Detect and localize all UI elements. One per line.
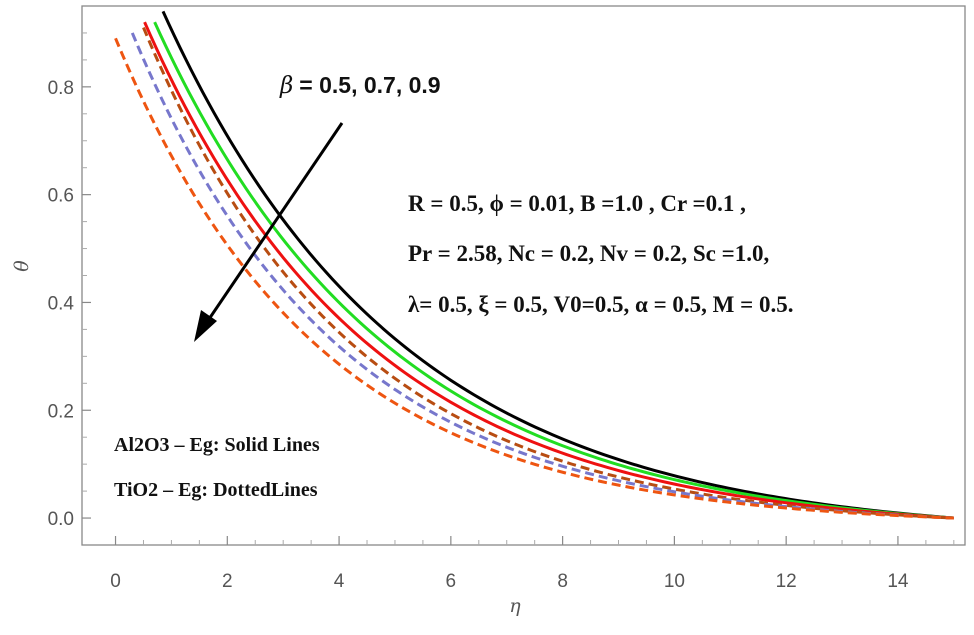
x-tick-label: 10 <box>664 571 685 592</box>
params-line-1: R = 0.5, ϕ = 0.01, B =1.0 , Cr =0.1 , <box>408 191 746 216</box>
y-axis-label: θ <box>11 260 33 272</box>
y-tick-label: 0.8 <box>48 78 74 99</box>
y-tick-label: 0.6 <box>48 186 74 207</box>
plot-frame <box>81 5 966 546</box>
y-tick-label: 0.4 <box>48 293 75 314</box>
series-line-6 <box>114 37 954 520</box>
x-tick-label: 0 <box>110 571 121 592</box>
x-tick-label: 6 <box>446 571 457 592</box>
trend-arrow-shaft <box>203 122 344 326</box>
beta-values: = 0.5, 0.7, 0.9 <box>299 72 440 98</box>
series-line-3 <box>143 21 954 520</box>
y-axis-ticks: 0.0 0.2 0.4 0.6 0.8 <box>48 32 91 530</box>
x-tick-label: 8 <box>557 571 568 592</box>
x-tick-label: 4 <box>334 571 345 592</box>
y-tick-label: 0.0 <box>48 509 74 530</box>
series-lines <box>114 10 954 520</box>
legend-solid-lines: Al2O3 – Eg: Solid Lines <box>114 434 320 456</box>
x-tick-label: 12 <box>776 571 797 592</box>
trend-arrow-head <box>194 310 217 342</box>
legend-dotted-lines: TiO2 – Eg: DottedLines <box>114 479 318 501</box>
params-line-3: λ= 0.5, ξ = 0.5, V0=0.5, α = 0.5, M = 0.… <box>408 292 794 317</box>
series-line-4 <box>142 26 954 520</box>
x-axis-ticks: 0 2 4 6 8 10 12 14 <box>110 536 955 592</box>
y-tick-label: 0.2 <box>48 401 74 422</box>
x-tick-label: 14 <box>887 571 909 592</box>
beta-annotation: β = 0.5, 0.7, 0.9 <box>279 72 441 99</box>
x-axis-label: η <box>509 595 521 617</box>
series-line-2 <box>153 21 954 520</box>
params-line-2: Pr = 2.58, Nc = 0.2, Nv = 0.2, Sc =1.0, <box>408 241 769 266</box>
x-tick-label: 2 <box>222 571 233 592</box>
beta-symbol: β <box>279 73 293 99</box>
